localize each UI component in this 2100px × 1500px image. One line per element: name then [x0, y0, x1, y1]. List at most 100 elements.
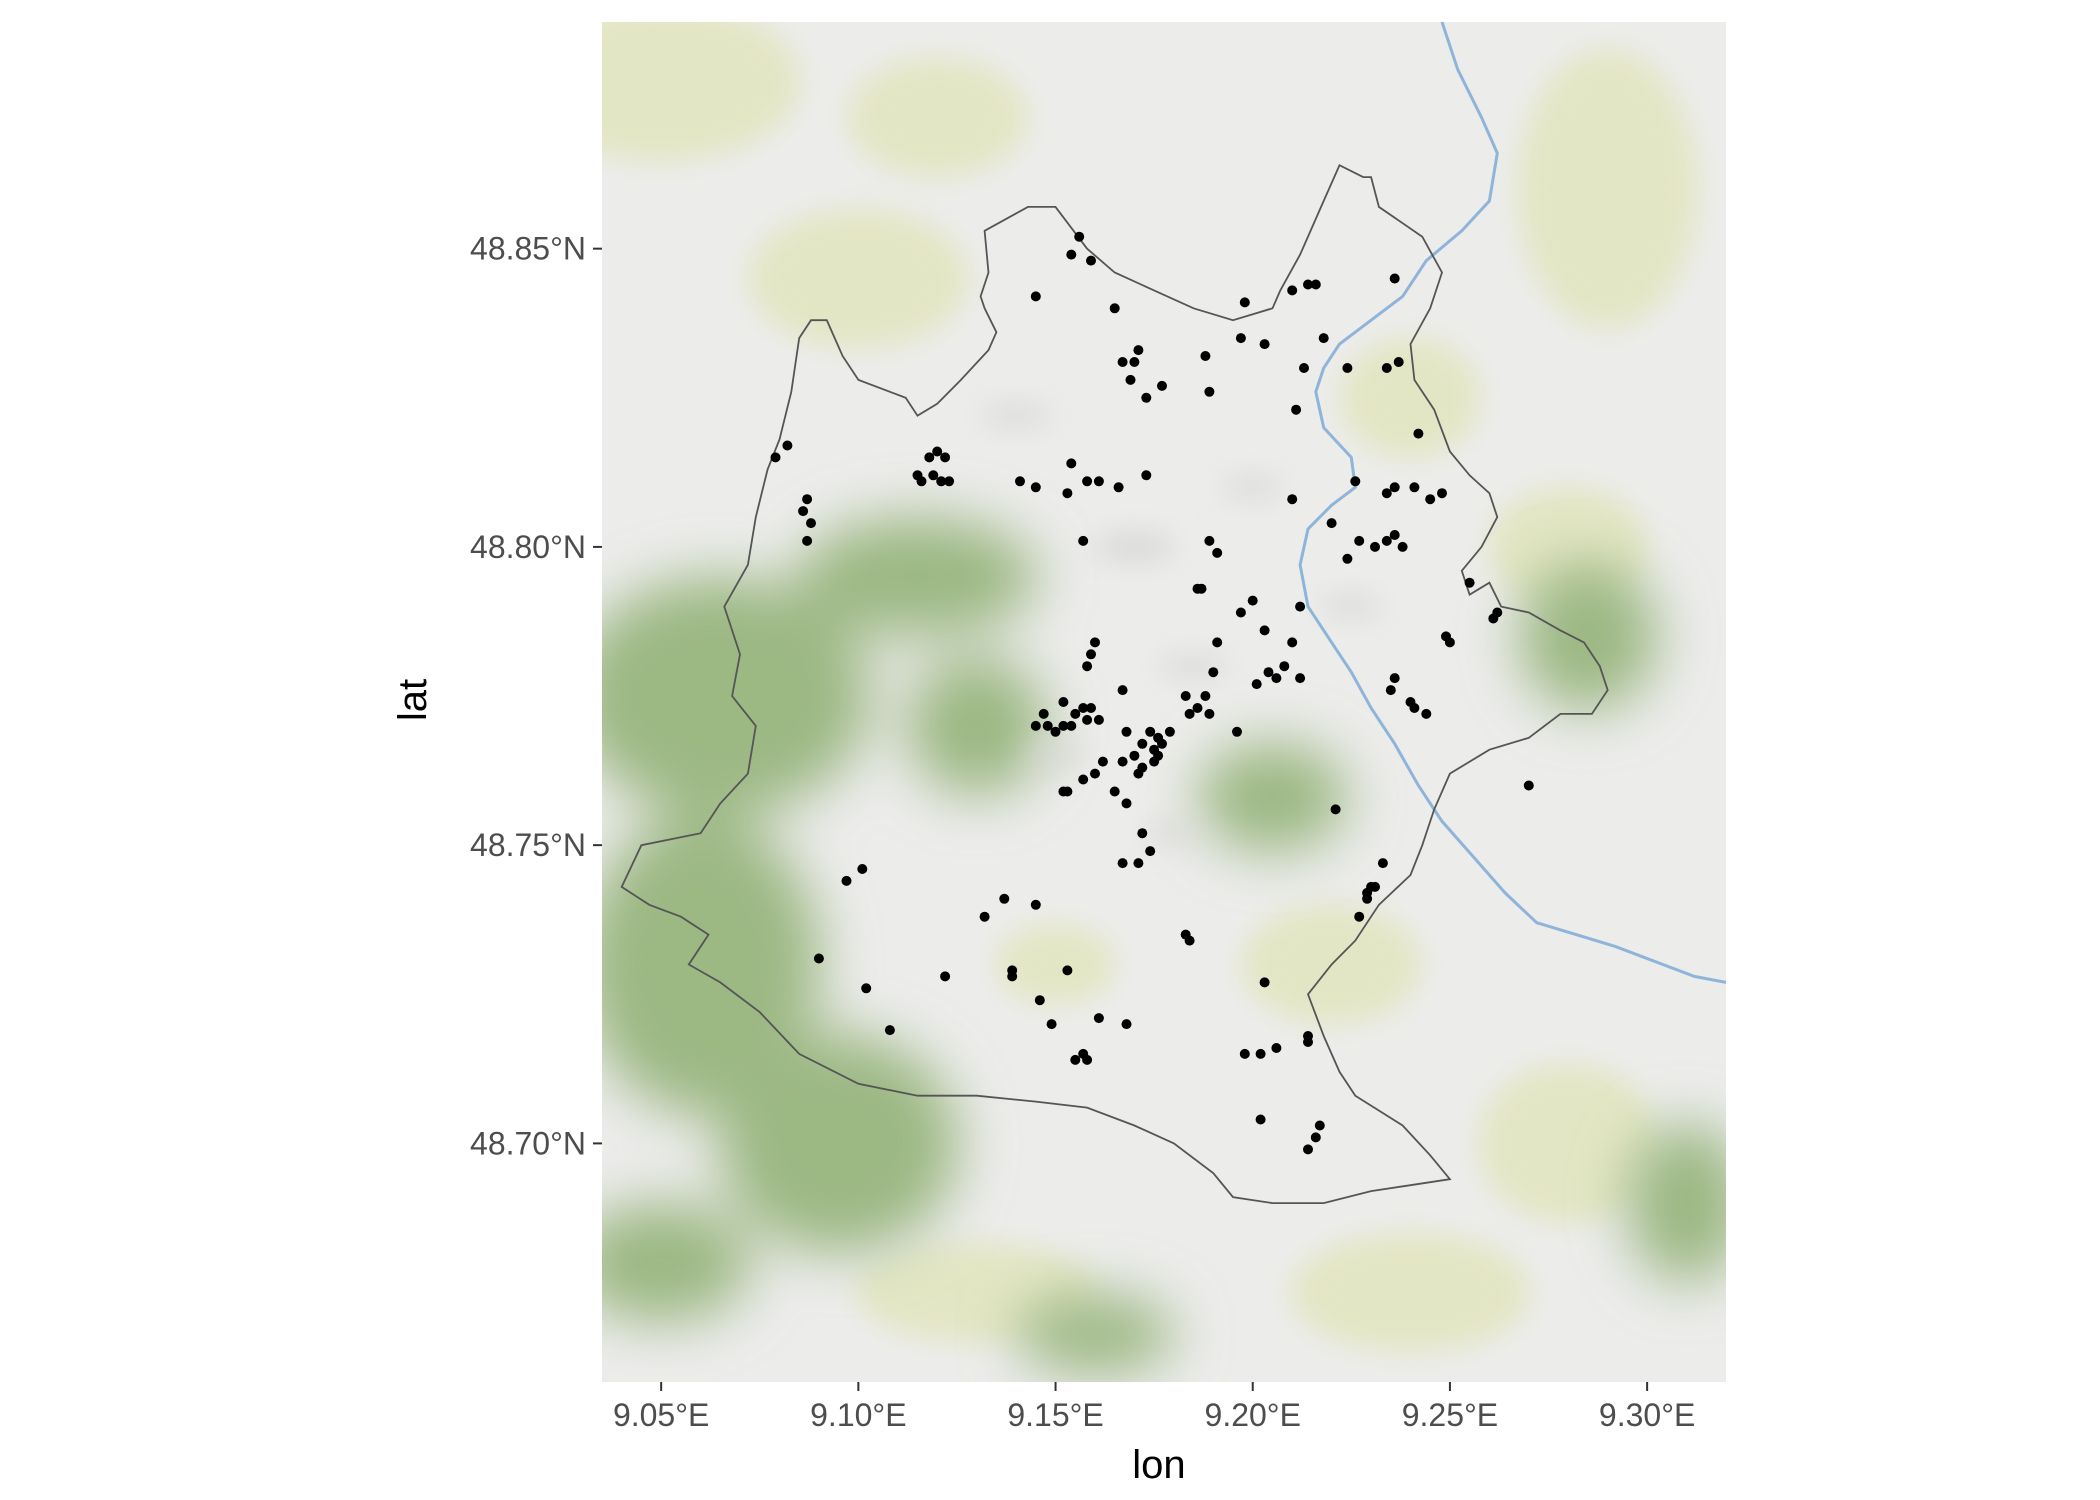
data-point — [999, 893, 1010, 904]
data-point — [1287, 494, 1298, 505]
data-point — [1121, 1019, 1132, 1030]
data-point — [1082, 661, 1093, 672]
farmland-areas — [602, 22, 1698, 1353]
data-point — [1113, 482, 1124, 493]
data-point — [1145, 726, 1156, 737]
hill-shade — [981, 405, 1052, 426]
data-point — [1117, 685, 1128, 696]
data-point — [1409, 482, 1420, 493]
farmland-patch — [748, 208, 969, 349]
data-point — [1109, 786, 1120, 797]
data-point — [1192, 703, 1203, 713]
data-point — [1058, 697, 1069, 707]
data-point — [1137, 738, 1148, 749]
data-point — [802, 535, 813, 546]
hill-shade — [1094, 532, 1175, 561]
data-point — [1444, 637, 1455, 648]
data-point — [944, 476, 955, 487]
data-point — [806, 518, 816, 529]
data-point — [1093, 714, 1104, 725]
data-point — [1117, 357, 1128, 367]
data-point — [1200, 351, 1211, 361]
data-point — [1303, 1037, 1313, 1047]
data-point — [940, 452, 951, 463]
farmland-patch — [1290, 1232, 1531, 1353]
data-point — [1200, 691, 1211, 701]
data-point — [1066, 249, 1077, 260]
data-point — [1303, 1144, 1313, 1155]
data-point — [1295, 673, 1306, 684]
neckar-river — [1298, 22, 1726, 984]
data-point — [1389, 530, 1400, 540]
data-point — [1117, 858, 1128, 869]
y-tick-label: 48.70°N — [470, 1125, 586, 1161]
data-point — [932, 446, 943, 457]
data-point — [1271, 673, 1282, 684]
data-point — [1141, 392, 1152, 403]
data-point — [924, 452, 935, 463]
data-point — [1078, 703, 1089, 713]
data-point — [1164, 726, 1175, 737]
data-point — [1437, 488, 1447, 499]
data-point — [1066, 720, 1077, 731]
data-point — [928, 470, 939, 481]
data-point — [1381, 363, 1392, 373]
data-point — [1255, 1114, 1266, 1125]
data-point — [1066, 458, 1077, 469]
data-point — [1137, 828, 1148, 839]
data-point — [1082, 714, 1093, 725]
data-point — [1488, 613, 1499, 624]
data-point — [1271, 1043, 1282, 1053]
data-point — [1326, 518, 1337, 529]
data-point — [1239, 297, 1250, 308]
x-tick-label: 9.05°E — [613, 1397, 709, 1433]
data-point — [1413, 428, 1424, 439]
hill-shade — [1143, 824, 1204, 843]
forest-patch — [718, 1033, 959, 1254]
data-point — [1208, 667, 1219, 678]
data-point — [802, 494, 813, 505]
data-point — [1058, 720, 1069, 731]
y-tick-label: 48.80°N — [470, 529, 586, 565]
data-point — [1310, 279, 1321, 290]
data-point — [1389, 273, 1400, 284]
data-point — [813, 953, 824, 964]
hill-shade — [1321, 596, 1382, 617]
data-point — [1295, 601, 1306, 612]
data-point — [1050, 726, 1061, 737]
data-point — [1196, 583, 1207, 594]
data-point — [1350, 476, 1361, 487]
data-point — [1133, 768, 1144, 779]
data-point — [1377, 858, 1388, 869]
data-point — [1235, 333, 1246, 344]
data-point — [1299, 363, 1309, 373]
data-point — [1354, 911, 1365, 922]
data-point — [1070, 1054, 1081, 1065]
y-axis: 48.70°N 48.75°N 48.80°N 48.85°N — [470, 231, 602, 1161]
data-point — [1204, 535, 1215, 546]
data-point — [1030, 720, 1041, 731]
data-point — [841, 875, 852, 886]
data-point — [1149, 756, 1160, 767]
data-point — [1251, 679, 1262, 690]
data-point — [1030, 291, 1041, 302]
data-point — [1303, 279, 1313, 290]
city-boundary — [620, 163, 1609, 1204]
data-point — [1389, 482, 1400, 493]
data-point — [1259, 339, 1270, 350]
data-point — [1239, 1048, 1250, 1059]
data-point — [1397, 541, 1408, 552]
forest-patch — [1197, 742, 1348, 853]
data-point — [1007, 971, 1018, 982]
y-tick-label: 48.75°N — [470, 827, 586, 863]
data-points — [770, 231, 1534, 1155]
data-point — [1086, 255, 1096, 266]
data-point — [1046, 1019, 1057, 1030]
data-point — [1212, 637, 1223, 648]
data-point — [1086, 703, 1096, 713]
farmland-patch — [847, 57, 1028, 178]
data-point — [1097, 756, 1108, 767]
data-point — [1342, 363, 1353, 373]
data-point — [1279, 661, 1290, 672]
